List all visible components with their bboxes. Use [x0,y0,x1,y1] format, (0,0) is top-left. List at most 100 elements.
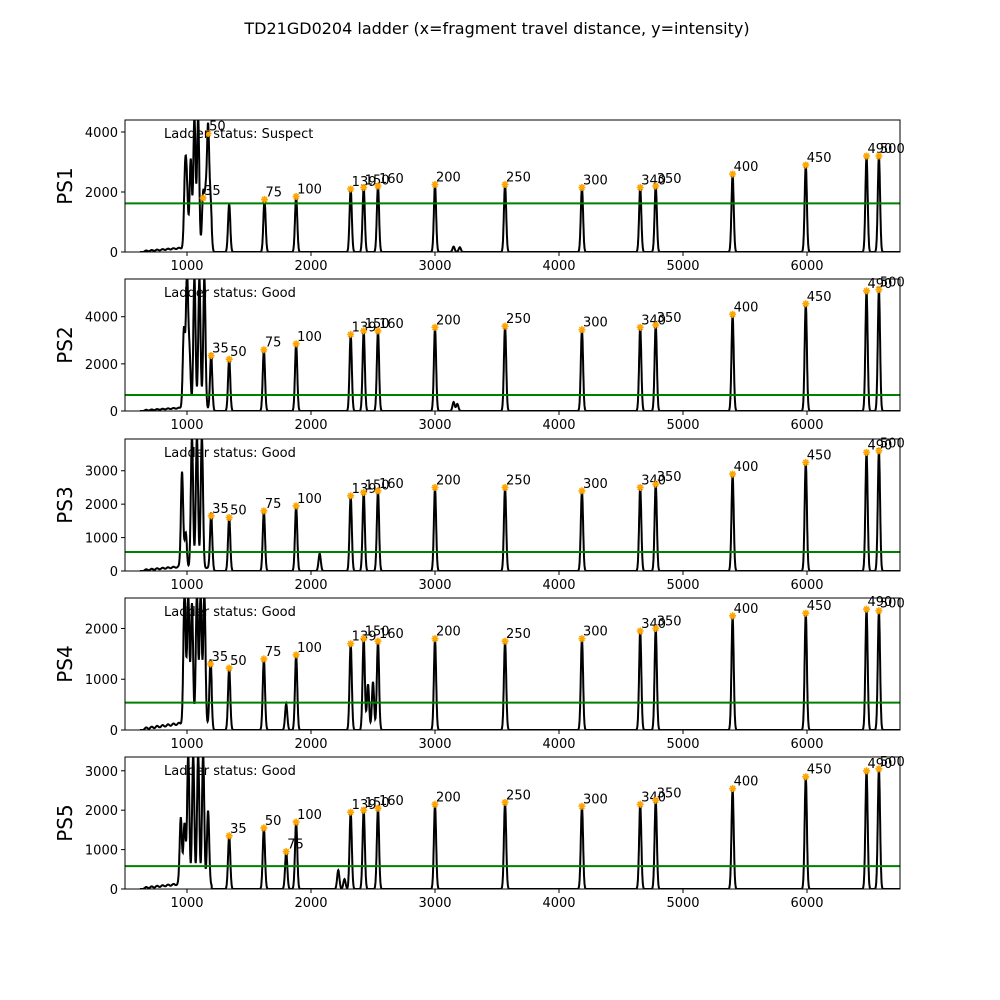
peak-label: 100 [297,808,322,823]
x-tick-label: 3000 [418,578,451,593]
peak-label: 200 [436,313,461,328]
y-tick-label: 0 [110,246,118,261]
x-tick-label: 4000 [542,896,575,911]
peak-label: 500 [880,276,905,291]
intensity-trace [139,439,900,571]
peak-label: 75 [265,645,282,660]
y-tick-label: 2000 [85,186,118,201]
peak-marker [207,512,215,520]
x-tick-label: 1000 [170,418,203,433]
peak-label: 250 [506,171,531,186]
x-tick-label: 2000 [294,737,327,752]
intensity-trace [139,279,900,411]
x-tick-label: 5000 [666,896,699,911]
peak-marker [652,480,660,488]
peak-marker [802,609,810,617]
peak-label: 400 [734,602,759,617]
y-tick-label: 2000 [85,358,118,373]
peak-label: 340 [641,313,666,328]
peak-marker [360,327,368,335]
peak-label: 490 [868,142,893,157]
y-tick-label: 3000 [85,465,118,480]
x-tick-label: 6000 [790,578,823,593]
axes-frame [124,756,901,890]
peak-marker [636,323,644,331]
peak-label: 35 [212,502,229,517]
x-tick-label: 1000 [170,259,203,274]
peak-marker [260,346,268,354]
peak-label: 200 [436,171,461,186]
axes-frame [124,278,901,412]
peak-label: 340 [641,473,666,488]
peak-marker [729,612,737,620]
peak-marker [292,340,300,348]
peak-marker [729,310,737,318]
peak-marker [199,194,207,202]
peak-label: 450 [807,763,832,778]
peak-marker [431,635,439,643]
x-tick-label: 4000 [542,259,575,274]
peak-label: 350 [657,311,682,326]
peak-marker [431,181,439,188]
peak-marker [578,635,586,643]
peak-label: 350 [657,614,682,629]
peak-marker [578,326,586,334]
peak-marker [501,637,509,645]
x-tick-label: 1000 [170,896,203,911]
peak-label: 75 [265,336,282,351]
y-tick-label: 3000 [85,765,118,780]
ladder-status: Ladder status: Good [164,764,296,779]
y-axis-label: PS2 [53,326,77,363]
peak-label: 250 [506,473,531,488]
x-tick-label: 5000 [666,737,699,752]
peak-marker [347,330,355,338]
peak-label: 490 [868,757,893,772]
peak-marker [292,818,300,826]
x-tick-label: 2000 [294,896,327,911]
peak-label: 160 [379,477,404,492]
peak-marker [802,458,810,466]
peak-marker [374,637,382,645]
peak-label: 150 [365,625,390,640]
y-tick-label: 4000 [85,311,118,326]
y-axis-label: PS4 [53,645,77,682]
peak-label: 500 [880,142,905,157]
peak-marker [347,185,355,193]
peak-label: 400 [734,300,759,315]
y-axis-label: PS5 [53,804,77,841]
x-tick-label: 3000 [418,896,451,911]
x-tick-label: 1000 [170,578,203,593]
peak-marker [863,448,871,456]
peak-label: 35 [204,184,221,199]
x-tick-label: 4000 [542,418,575,433]
peak-label: 300 [583,477,608,492]
peak-label: 200 [436,625,461,640]
chart-title: TD21GD0204 ladder (x=fragment travel dis… [243,19,749,38]
peak-marker [802,300,810,308]
x-tick-label: 4000 [542,578,575,593]
peak-marker [225,832,233,840]
axes-frame [124,438,901,572]
peak-label: 450 [807,151,832,166]
peak-label: 160 [379,317,404,332]
y-tick-label: 0 [110,565,118,580]
peak-label: 250 [506,788,531,803]
x-tick-label: 6000 [790,259,823,274]
peak-marker [225,514,233,522]
intensity-trace [139,120,900,252]
peak-marker [875,152,883,160]
peak-label: 35 [212,650,229,665]
x-tick-label: 6000 [790,737,823,752]
peak-label: 50 [230,504,247,519]
peak-label: 300 [583,625,608,640]
y-tick-label: 1000 [85,532,118,547]
peak-marker [875,447,883,455]
peak-label: 139 [352,798,377,813]
peak-marker [207,660,215,668]
peak-label: 500 [880,597,905,612]
peak-marker [636,800,644,808]
peak-label: 35 [230,822,247,837]
peak-marker [292,193,300,200]
